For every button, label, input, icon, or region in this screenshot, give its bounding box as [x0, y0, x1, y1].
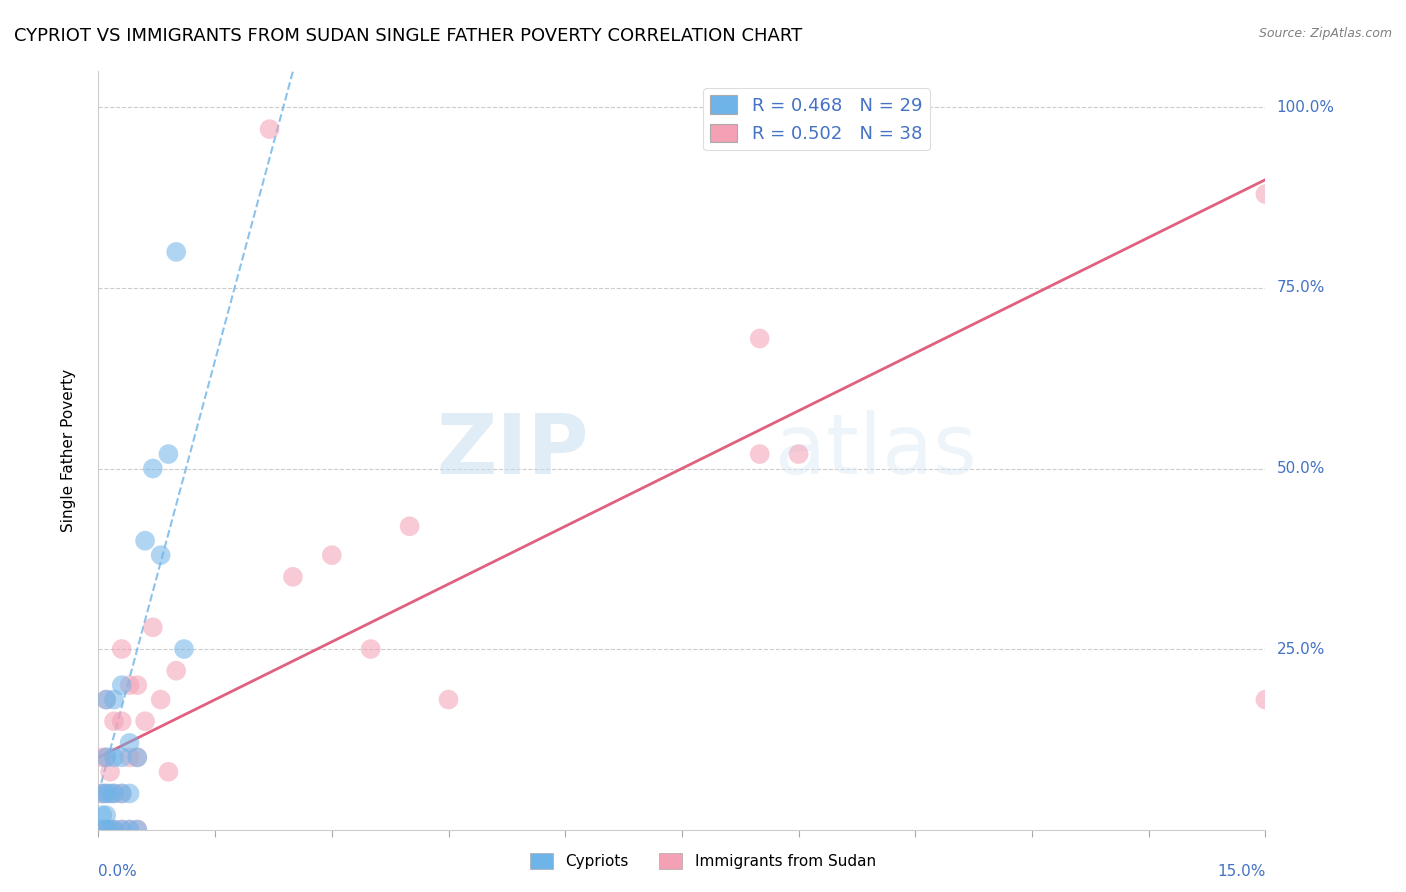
Point [103, 750, 125, 764]
Point [1254, 187, 1277, 202]
Point [127, 822, 149, 837]
Point [321, 548, 343, 562]
Point [149, 692, 172, 706]
Point [91, 787, 114, 801]
Point [111, 642, 134, 657]
Point [748, 447, 770, 461]
Text: CYPRIOT VS IMMIGRANTS FROM SUDAN SINGLE FATHER POVERTY CORRELATION CHART: CYPRIOT VS IMMIGRANTS FROM SUDAN SINGLE … [14, 27, 803, 45]
Point [111, 822, 134, 837]
Text: 15.0%: 15.0% [1218, 864, 1265, 880]
Text: atlas: atlas [775, 410, 977, 491]
Point [91, 822, 114, 837]
Point [98, 764, 121, 779]
Point [103, 822, 125, 837]
Point [111, 787, 134, 801]
Point [96, 822, 118, 837]
Y-axis label: Single Father Poverty: Single Father Poverty [60, 369, 76, 532]
Point [103, 714, 125, 729]
Point [259, 122, 281, 136]
Point [173, 642, 195, 657]
Text: 50.0%: 50.0% [1277, 461, 1324, 476]
Point [96, 808, 118, 822]
Text: 0.0%: 0.0% [98, 864, 138, 880]
Point [157, 447, 180, 461]
Point [127, 750, 149, 764]
Point [91, 822, 114, 837]
Point [98, 787, 121, 801]
Point [96, 692, 118, 706]
Point [149, 548, 172, 562]
Point [111, 714, 134, 729]
Point [96, 750, 118, 764]
Point [96, 750, 118, 764]
Point [91, 750, 114, 764]
Point [165, 664, 187, 678]
Point [96, 787, 118, 801]
Point [96, 822, 118, 837]
Point [96, 692, 118, 706]
Point [787, 447, 810, 461]
Point [96, 787, 118, 801]
Point [91, 808, 114, 822]
Point [398, 519, 420, 533]
Point [98, 822, 121, 837]
Point [437, 692, 460, 706]
Point [127, 750, 149, 764]
Point [111, 787, 134, 801]
Point [118, 736, 141, 750]
Point [103, 787, 125, 801]
Point [134, 533, 156, 548]
Point [91, 787, 114, 801]
Point [111, 750, 134, 764]
Point [360, 642, 382, 657]
Point [118, 750, 141, 764]
Text: 100.0%: 100.0% [1277, 100, 1334, 115]
Text: ZIP: ZIP [436, 410, 589, 491]
Point [118, 787, 141, 801]
Point [118, 678, 141, 692]
Text: 75.0%: 75.0% [1277, 280, 1324, 295]
Point [127, 678, 149, 692]
Point [157, 764, 180, 779]
Point [111, 678, 134, 692]
Point [111, 822, 134, 837]
Point [165, 244, 187, 259]
Text: Source: ZipAtlas.com: Source: ZipAtlas.com [1258, 27, 1392, 40]
Point [1254, 692, 1277, 706]
Point [118, 822, 141, 837]
Point [103, 822, 125, 837]
Point [748, 332, 770, 346]
Point [127, 822, 149, 837]
Point [142, 461, 165, 475]
Point [281, 570, 304, 584]
Legend: Cypriots, Immigrants from Sudan: Cypriots, Immigrants from Sudan [524, 847, 882, 875]
Point [103, 787, 125, 801]
Point [118, 822, 141, 837]
Point [103, 692, 125, 706]
Text: 25.0%: 25.0% [1277, 641, 1324, 657]
Point [98, 822, 121, 837]
Point [142, 620, 165, 634]
Legend: R = 0.468   N = 29, R = 0.502   N = 38: R = 0.468 N = 29, R = 0.502 N = 38 [703, 88, 929, 150]
Point [134, 714, 156, 729]
